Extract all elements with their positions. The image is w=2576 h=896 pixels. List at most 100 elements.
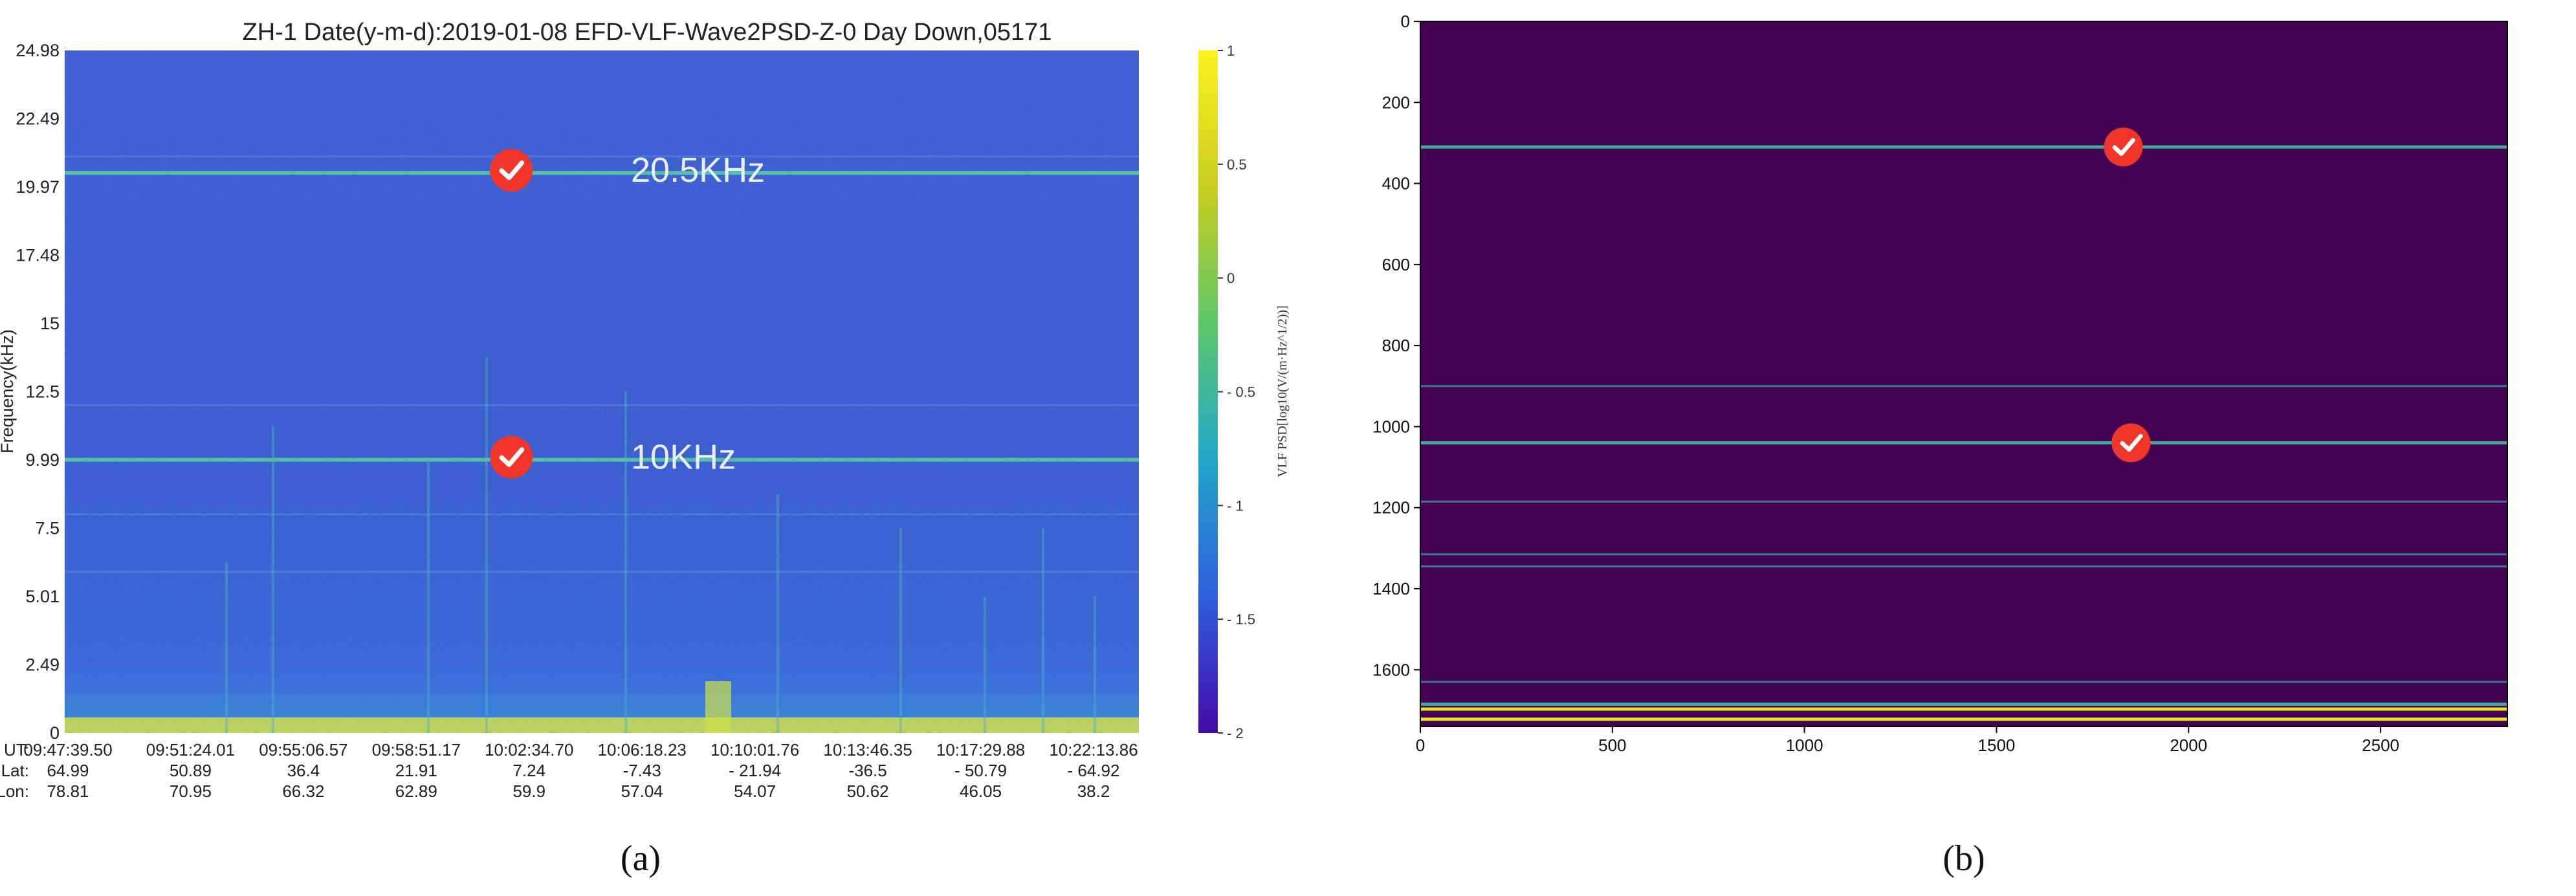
colorbar-tick-label: 1: [1227, 43, 1235, 59]
x-row-value: 10:06:18.23: [598, 740, 687, 759]
x-row-value: 36.4: [287, 761, 320, 780]
x-row-value: 59.9: [512, 781, 545, 801]
faint-line-3: [65, 571, 1139, 573]
colorbar-tick-label: - 1.5: [1227, 611, 1255, 628]
x-row-value: 10:02:34.70: [485, 740, 573, 759]
y-tick-label: 1000: [1372, 417, 1410, 436]
streak-4: [624, 391, 627, 733]
x-row-value: 10:22:13.86: [1049, 740, 1138, 759]
spectrogram-features: [65, 155, 1139, 733]
x-row-value: 38.2: [1077, 781, 1110, 801]
y-tick-label: 17.48: [16, 246, 60, 265]
y-tick-label: 5.01: [25, 587, 60, 606]
detection-line: [1421, 441, 2507, 444]
detection-line: [1421, 553, 2507, 556]
y-tick-label: 0: [50, 723, 60, 743]
x-row-value: 10:17:29.88: [936, 740, 1025, 759]
y-axis-ticks: 24.98 22.49 19.97 17.48 15 12.5 9.99 7.5 5.01 2.4…: [16, 41, 60, 743]
detection-line: [1421, 703, 2507, 706]
streak-5: [776, 494, 779, 733]
y-tick-label: 7.5: [35, 519, 60, 538]
detection-line: [1421, 681, 2507, 683]
x-row-value: 64.99: [47, 761, 89, 780]
detection-lines: [1421, 145, 2507, 721]
chart-title: ZH-1 Date(y-m-d):2019-01-08 EFD-VLF-Wave…: [243, 19, 1052, 46]
check-marker-icon: [490, 435, 533, 479]
check-marker-icon: [2104, 127, 2143, 167]
y-tick-label: 1200: [1372, 498, 1410, 518]
x-row-value: 10:10:01.76: [710, 740, 799, 759]
x-tick-label: 2500: [2362, 736, 2399, 755]
x-row-value: 62.89: [395, 781, 437, 801]
annotations: 20.5KHz 10KHz: [490, 149, 765, 479]
y-tick-label: 22.49: [16, 109, 60, 129]
bright-line-0: [65, 171, 1139, 175]
low-frequency-glow: [65, 694, 1139, 717]
faint-line-0: [65, 155, 1139, 158]
panel-label-a: (a): [621, 838, 661, 879]
colorbar-tick-label: - 1: [1227, 497, 1244, 514]
y-tick-label: 2.49: [25, 655, 60, 675]
y-tick-label: 1400: [1372, 579, 1410, 598]
streak-7: [984, 596, 986, 733]
x-row-value: -36.5: [848, 761, 886, 780]
x-tick-label: 1000: [1786, 736, 1823, 755]
y-tick-label: 400: [1382, 174, 1410, 193]
y-tick-label: 200: [1382, 93, 1410, 112]
x-row-value: 09:51:24.01: [146, 740, 235, 759]
y-tick-label: 1600: [1372, 660, 1410, 679]
colorbar-ticks: 1 0.5 0 - 0.5 - 1 - 1.5 - 2: [1218, 43, 1255, 741]
colorbar-label: VLF PSD[log10(V/(m·Hz^1/2))]: [1275, 305, 1290, 477]
annotation-label: 20.5KHz: [631, 151, 765, 190]
spectrogram-noise: [65, 50, 1139, 733]
detection-plot-area: [1420, 21, 2508, 727]
detection-markers: [2104, 127, 2151, 463]
x-row-label: UT:: [4, 740, 29, 759]
y-tick-label: 12.5: [25, 382, 60, 402]
streak-1: [272, 426, 274, 733]
x-axis-rows: UT:09:47:39.50 09:51:24.01 09:55:06.57 09:5…: [0, 740, 1138, 801]
panel-label-b: (b): [1943, 838, 1985, 879]
annotation-label: 10KHz: [631, 438, 736, 477]
low-frequency-band: [65, 717, 1139, 733]
x-row-value: -7.43: [623, 761, 661, 780]
detection-line: [1421, 717, 2507, 721]
detection-line: [1421, 145, 2507, 149]
burst: [705, 681, 731, 733]
x-row-value: - 64.92: [1068, 761, 1120, 780]
check-marker-icon: [2111, 423, 2151, 463]
panel-b-detection: 0 500 1000 1500 2000 2500 0 200 400 600 800 1000 12…: [1372, 12, 2508, 879]
x-row-value: 09:58:51.17: [372, 740, 461, 759]
x-row-label: Lon:: [0, 781, 29, 801]
x-row-label: Lat:: [1, 761, 29, 780]
x-tick-label: 0: [1416, 736, 1425, 755]
x-tick-label: 500: [1598, 736, 1626, 755]
detection-line: [1421, 565, 2507, 568]
x-row-value: 70.95: [170, 781, 212, 801]
x-tick-label: 1500: [1978, 736, 2016, 755]
x-row-value: - 21.94: [729, 761, 781, 780]
faint-line-2: [65, 513, 1139, 516]
x-tick-label: 2000: [2170, 736, 2207, 755]
colorbar: [1198, 50, 1218, 733]
faint-line-1: [65, 404, 1139, 406]
colorbar-tick-label: - 2: [1227, 725, 1244, 741]
panel-a-spectrogram: ZH-1 Date(y-m-d):2019-01-08 EFD-VLF-Wave…: [0, 19, 1290, 879]
x-axis-ticks: 0 500 1000 1500 2000 2500: [1416, 727, 2399, 755]
check-marker-icon: [490, 149, 533, 192]
colorbar-tick-label: 0.5: [1227, 157, 1247, 173]
y-tick-label: 800: [1382, 336, 1410, 355]
x-row-value: 09:47:39.50: [23, 740, 112, 759]
x-row-value: 10:13:46.35: [823, 740, 912, 759]
detection-line: [1421, 500, 2507, 503]
x-row-value: 54.07: [734, 781, 776, 801]
streak-8: [1042, 528, 1044, 733]
detection-line: [1421, 385, 2507, 388]
streak-3: [485, 357, 488, 733]
x-row-value: 50.62: [847, 781, 889, 801]
bright-line-1: [65, 457, 1139, 462]
y-tick-label: 600: [1382, 255, 1410, 274]
streak-6: [899, 528, 902, 733]
x-row-value: 66.32: [282, 781, 324, 801]
x-row-value: 46.05: [960, 781, 1002, 801]
